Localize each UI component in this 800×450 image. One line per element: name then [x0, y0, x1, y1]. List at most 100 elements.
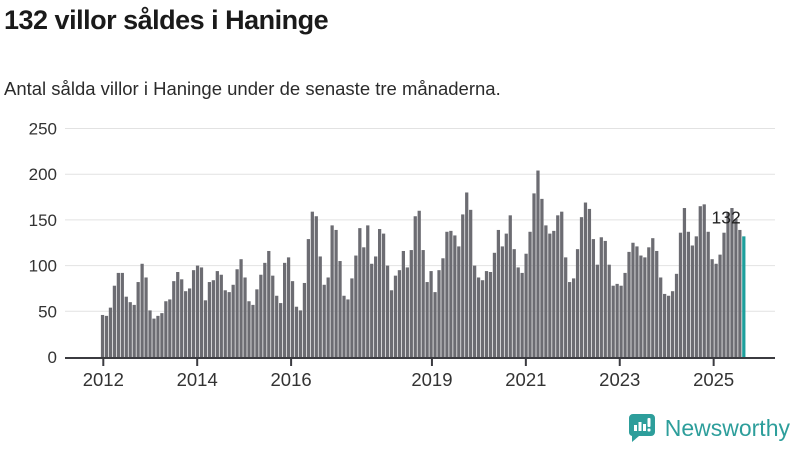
bar — [302, 282, 307, 357]
bar — [453, 235, 457, 357]
bar — [429, 271, 433, 357]
bar — [480, 280, 485, 357]
x-tick-label: 2019 — [411, 369, 452, 390]
bar — [441, 258, 445, 357]
bar — [540, 198, 544, 357]
bar — [322, 284, 326, 357]
bar — [508, 215, 512, 357]
bar — [718, 254, 722, 357]
chart-subtitle: Antal sålda villor i Haninge under de se… — [4, 78, 501, 99]
bar — [663, 293, 667, 357]
x-tick-label: 2021 — [505, 369, 546, 390]
bar — [575, 249, 580, 357]
bar — [279, 303, 283, 357]
bar — [678, 232, 683, 357]
bar — [148, 310, 152, 357]
bar — [374, 256, 378, 357]
bar — [112, 285, 117, 357]
bar — [425, 282, 429, 357]
bar — [184, 291, 188, 357]
bar — [207, 282, 212, 357]
bar — [271, 275, 275, 357]
bar — [730, 208, 734, 357]
bar — [231, 284, 235, 357]
bar — [180, 279, 184, 357]
bar — [714, 263, 718, 357]
bar — [484, 271, 489, 357]
bar — [227, 292, 231, 357]
y-tick-label: 50 — [38, 302, 57, 321]
bar — [144, 277, 148, 357]
bar — [378, 229, 382, 357]
bar — [627, 251, 631, 357]
bar — [738, 229, 742, 357]
bar — [239, 259, 243, 357]
y-tick-label: 0 — [48, 348, 57, 367]
bar — [366, 225, 370, 357]
bar — [512, 249, 516, 357]
bar — [449, 230, 453, 357]
bar — [445, 231, 449, 357]
bar — [686, 231, 691, 357]
bar — [465, 192, 469, 357]
bar — [338, 261, 342, 357]
bar — [152, 318, 156, 357]
x-tick-label: 2016 — [271, 369, 312, 390]
bar — [726, 212, 730, 357]
bar — [381, 233, 386, 357]
bar — [421, 250, 425, 357]
bar — [393, 275, 398, 357]
bar — [706, 231, 710, 357]
bar — [219, 274, 223, 357]
bar — [354, 255, 358, 357]
bar — [156, 315, 160, 357]
bar — [128, 302, 132, 357]
bar — [397, 270, 402, 357]
bar — [500, 246, 504, 357]
bar — [437, 270, 441, 357]
bar — [318, 256, 322, 357]
bar — [370, 263, 374, 357]
bar — [528, 231, 532, 357]
bar — [191, 270, 196, 357]
bar — [326, 277, 330, 357]
bar — [172, 281, 176, 357]
bar — [488, 272, 493, 357]
bar — [136, 282, 140, 357]
bar — [516, 267, 520, 357]
bar — [595, 264, 599, 357]
bar — [544, 225, 548, 357]
bar — [599, 237, 603, 357]
bar — [251, 304, 255, 357]
bar — [389, 290, 394, 357]
bar — [199, 267, 204, 357]
bar — [631, 242, 635, 357]
bar — [286, 257, 291, 357]
bar — [405, 267, 409, 357]
bar — [520, 272, 524, 357]
bar — [504, 233, 508, 357]
bar — [710, 259, 714, 357]
bar — [259, 274, 263, 357]
bar — [108, 307, 113, 357]
bar — [682, 208, 687, 357]
bar — [203, 300, 208, 357]
bar — [409, 250, 413, 357]
bar — [132, 304, 136, 357]
newsworthy-bar-chart-bubble-icon — [628, 414, 655, 442]
bar — [211, 280, 215, 357]
bar — [674, 273, 679, 357]
bar — [571, 278, 576, 357]
bar — [160, 313, 164, 357]
bar — [548, 233, 552, 357]
bar — [362, 247, 366, 357]
bar — [579, 217, 584, 357]
bar — [639, 255, 643, 357]
bar — [358, 228, 362, 357]
bar — [635, 246, 639, 357]
bar — [267, 250, 271, 357]
bar — [702, 204, 706, 357]
bar — [104, 315, 109, 357]
bar — [560, 211, 564, 357]
bar — [564, 257, 568, 357]
